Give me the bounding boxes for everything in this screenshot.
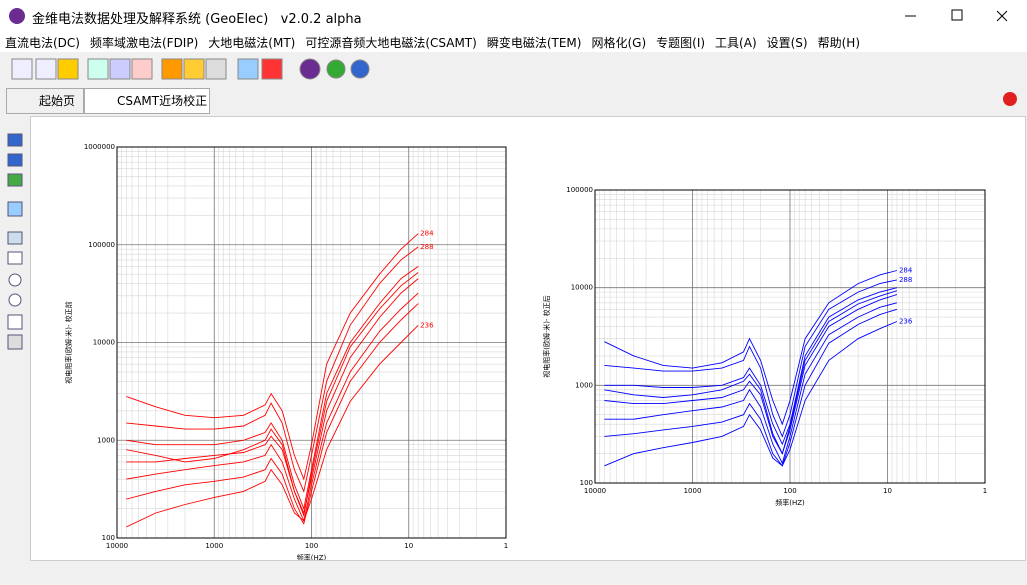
menu-item[interactable]: 直流电法(DC) — [5, 36, 80, 50]
x-tick-label: 10 — [883, 487, 892, 495]
data-line — [604, 294, 898, 455]
window-title: 金维电法数据处理及解释系统 (GeoElec) v2.0.2 alpha — [32, 12, 362, 27]
menu-item[interactable]: 工具(A) — [715, 36, 757, 50]
data-line — [126, 272, 419, 518]
y-tick-label: 100 — [102, 534, 115, 542]
tab[interactable]: 起始页 — [6, 88, 84, 114]
x-tick-label: 10000 — [106, 542, 128, 550]
menu-item[interactable]: 瞬变电磁法(TEM) — [486, 36, 582, 50]
data-line — [126, 266, 419, 511]
data-line — [604, 270, 898, 426]
menu-item[interactable]: 专题图(I) — [656, 36, 706, 50]
y-tick-label: 10000 — [571, 284, 593, 292]
line-label: 284 — [899, 266, 913, 274]
data-line — [126, 324, 419, 528]
menu-item[interactable]: 频率域激电法(FDIP) — [89, 36, 199, 50]
data-line — [126, 303, 419, 525]
toolbar — [11, 58, 370, 80]
menu-item[interactable]: 可控源音频大地电磁法(CSAMT) — [305, 36, 477, 50]
charts: 10000 1000 100 10 1 100 1000 10000 100000 1000000… — [64, 143, 987, 560]
y-tick-label: 100 — [580, 479, 593, 487]
x-tick-label: 1000 — [684, 487, 702, 495]
y-axis-label: 视电阻率(欧姆·米)- 校正后 — [542, 295, 551, 377]
data-line — [604, 290, 898, 455]
title-bar: 金维电法数据处理及解释系统 (GeoElec) v2.0.2 alpha — [0, 0, 1027, 32]
window-controls[interactable] — [890, 0, 1027, 32]
line-label: 288 — [420, 243, 433, 251]
x-tick-label: 1000 — [205, 542, 223, 550]
app-icon — [9, 8, 25, 24]
x-axis-label: 频率(HZ) — [775, 498, 805, 507]
x-tick-label: 1 — [983, 487, 987, 495]
y-tick-label: 100000 — [566, 186, 593, 194]
x-tick-label: 10 — [404, 542, 413, 550]
y-tick-label: 1000000 — [84, 143, 115, 151]
y-tick-label: 10000 — [93, 339, 115, 347]
data-line — [126, 292, 419, 523]
line-label: 288 — [899, 276, 912, 284]
y-tick-label: 1000 — [97, 436, 115, 444]
data-line — [126, 278, 419, 515]
plot-frame — [594, 189, 986, 484]
menu-item[interactable]: 设置(S) — [766, 36, 808, 50]
menu-item[interactable]: 网格化(G) — [591, 36, 647, 50]
tab[interactable]: CSAMT近场校正 — [84, 88, 210, 114]
side-toolbar — [7, 133, 23, 350]
plot-frame — [116, 146, 507, 539]
x-axis-label: 频率(HZ) — [297, 553, 327, 560]
data-line — [126, 233, 419, 481]
close-tab[interactable] — [1003, 92, 1017, 106]
line-label: 284 — [420, 230, 434, 238]
data-line — [604, 308, 898, 467]
menu-item[interactable]: 帮助(H) — [817, 36, 860, 50]
x-tick-label: 100 — [305, 542, 318, 550]
x-tick-label: 1 — [504, 542, 508, 550]
line-label: 236 — [899, 318, 913, 326]
data-line — [126, 246, 419, 493]
data-line — [604, 287, 898, 446]
data-line — [604, 279, 897, 438]
x-tick-label: 100 — [783, 487, 796, 495]
chart: 10000 1000 100 10 1 100 1000 10000 100000 频率(HZ) 视… — [542, 186, 987, 507]
y-tick-label: 100000 — [88, 241, 115, 249]
data-line — [604, 302, 898, 465]
menu-bar: 直流电法(DC) 频率域激电法(FDIP) 大地电磁法(MT) 可控源音频大地电磁法(… — [0, 32, 1027, 52]
data-line — [604, 321, 898, 467]
menu-item[interactable]: 大地电磁法(MT) — [208, 36, 296, 50]
chart: 10000 1000 100 10 1 100 1000 10000 100000 1000000… — [64, 143, 508, 560]
line-label: 236 — [420, 321, 434, 329]
x-tick-label: 10000 — [584, 487, 606, 495]
y-axis-label: 视电阻率(欧姆·米)- 校正前 — [64, 301, 73, 383]
y-tick-label: 1000 — [575, 381, 593, 389]
tab-bar: 起始页 CSAMT近场校正 — [0, 86, 1027, 114]
